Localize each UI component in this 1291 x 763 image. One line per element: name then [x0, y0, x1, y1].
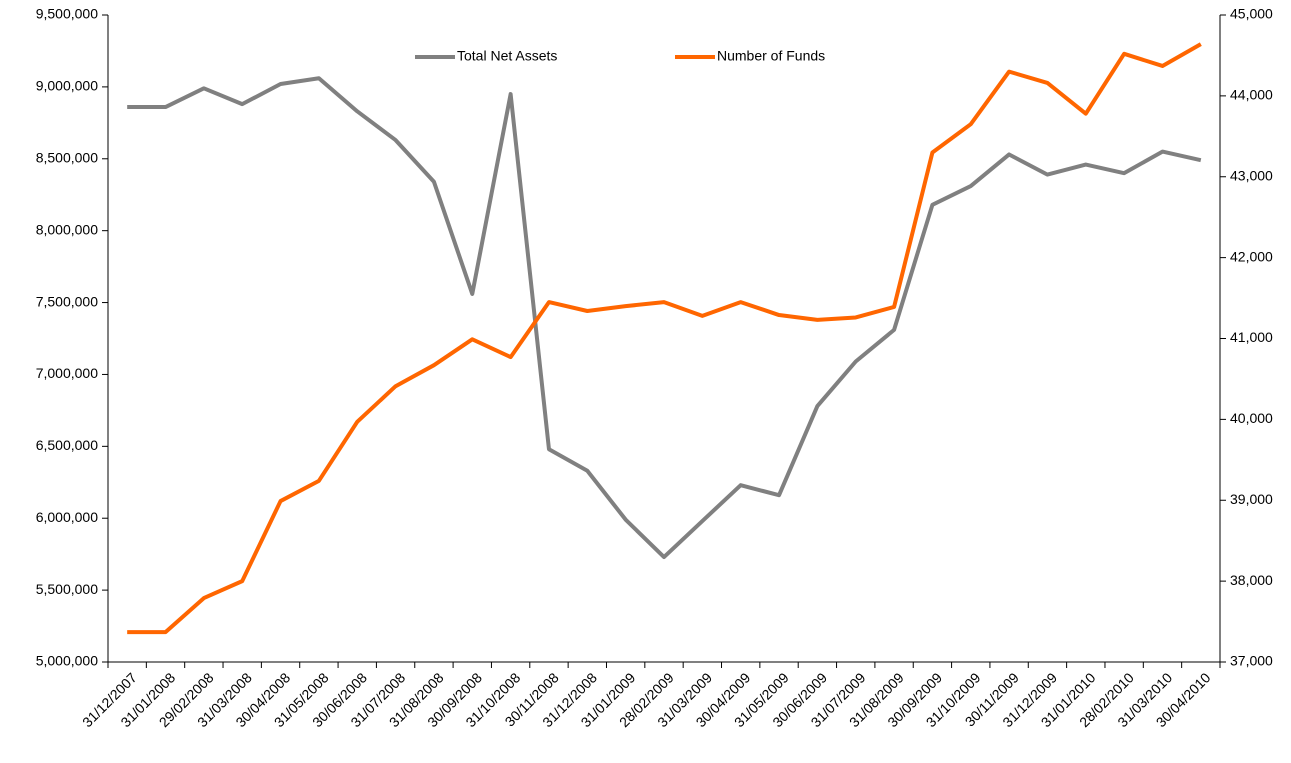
y2-tick-label: 37,000 [1230, 653, 1273, 669]
y-tick-label: 8,000,000 [36, 221, 98, 237]
legend-label: Total Net Assets [457, 48, 557, 64]
series-line [127, 76, 1202, 560]
y-tick-label: 7,500,000 [36, 293, 98, 309]
y2-tick-label: 43,000 [1230, 167, 1273, 183]
y-tick-label: 6,000,000 [36, 509, 98, 525]
y-tick-label: 9,000,000 [36, 78, 98, 94]
y2-tick-label: 45,000 [1230, 6, 1273, 22]
y2-tick-label: 39,000 [1230, 491, 1273, 507]
y-tick-label: 5,500,000 [36, 581, 98, 597]
y2-tick-label: 44,000 [1230, 87, 1273, 103]
series-line [127, 42, 1202, 635]
y2-tick-label: 38,000 [1230, 572, 1273, 588]
y-tick-label: 5,000,000 [36, 653, 98, 669]
y2-tick-label: 41,000 [1230, 329, 1273, 345]
legend-label: Number of Funds [717, 48, 825, 64]
y-tick-label: 9,500,000 [36, 6, 98, 22]
y2-tick-label: 40,000 [1230, 410, 1273, 426]
y-tick-label: 6,500,000 [36, 437, 98, 453]
y-tick-label: 8,500,000 [36, 149, 98, 165]
y-tick-label: 7,000,000 [36, 365, 98, 381]
y2-tick-label: 42,000 [1230, 248, 1273, 264]
